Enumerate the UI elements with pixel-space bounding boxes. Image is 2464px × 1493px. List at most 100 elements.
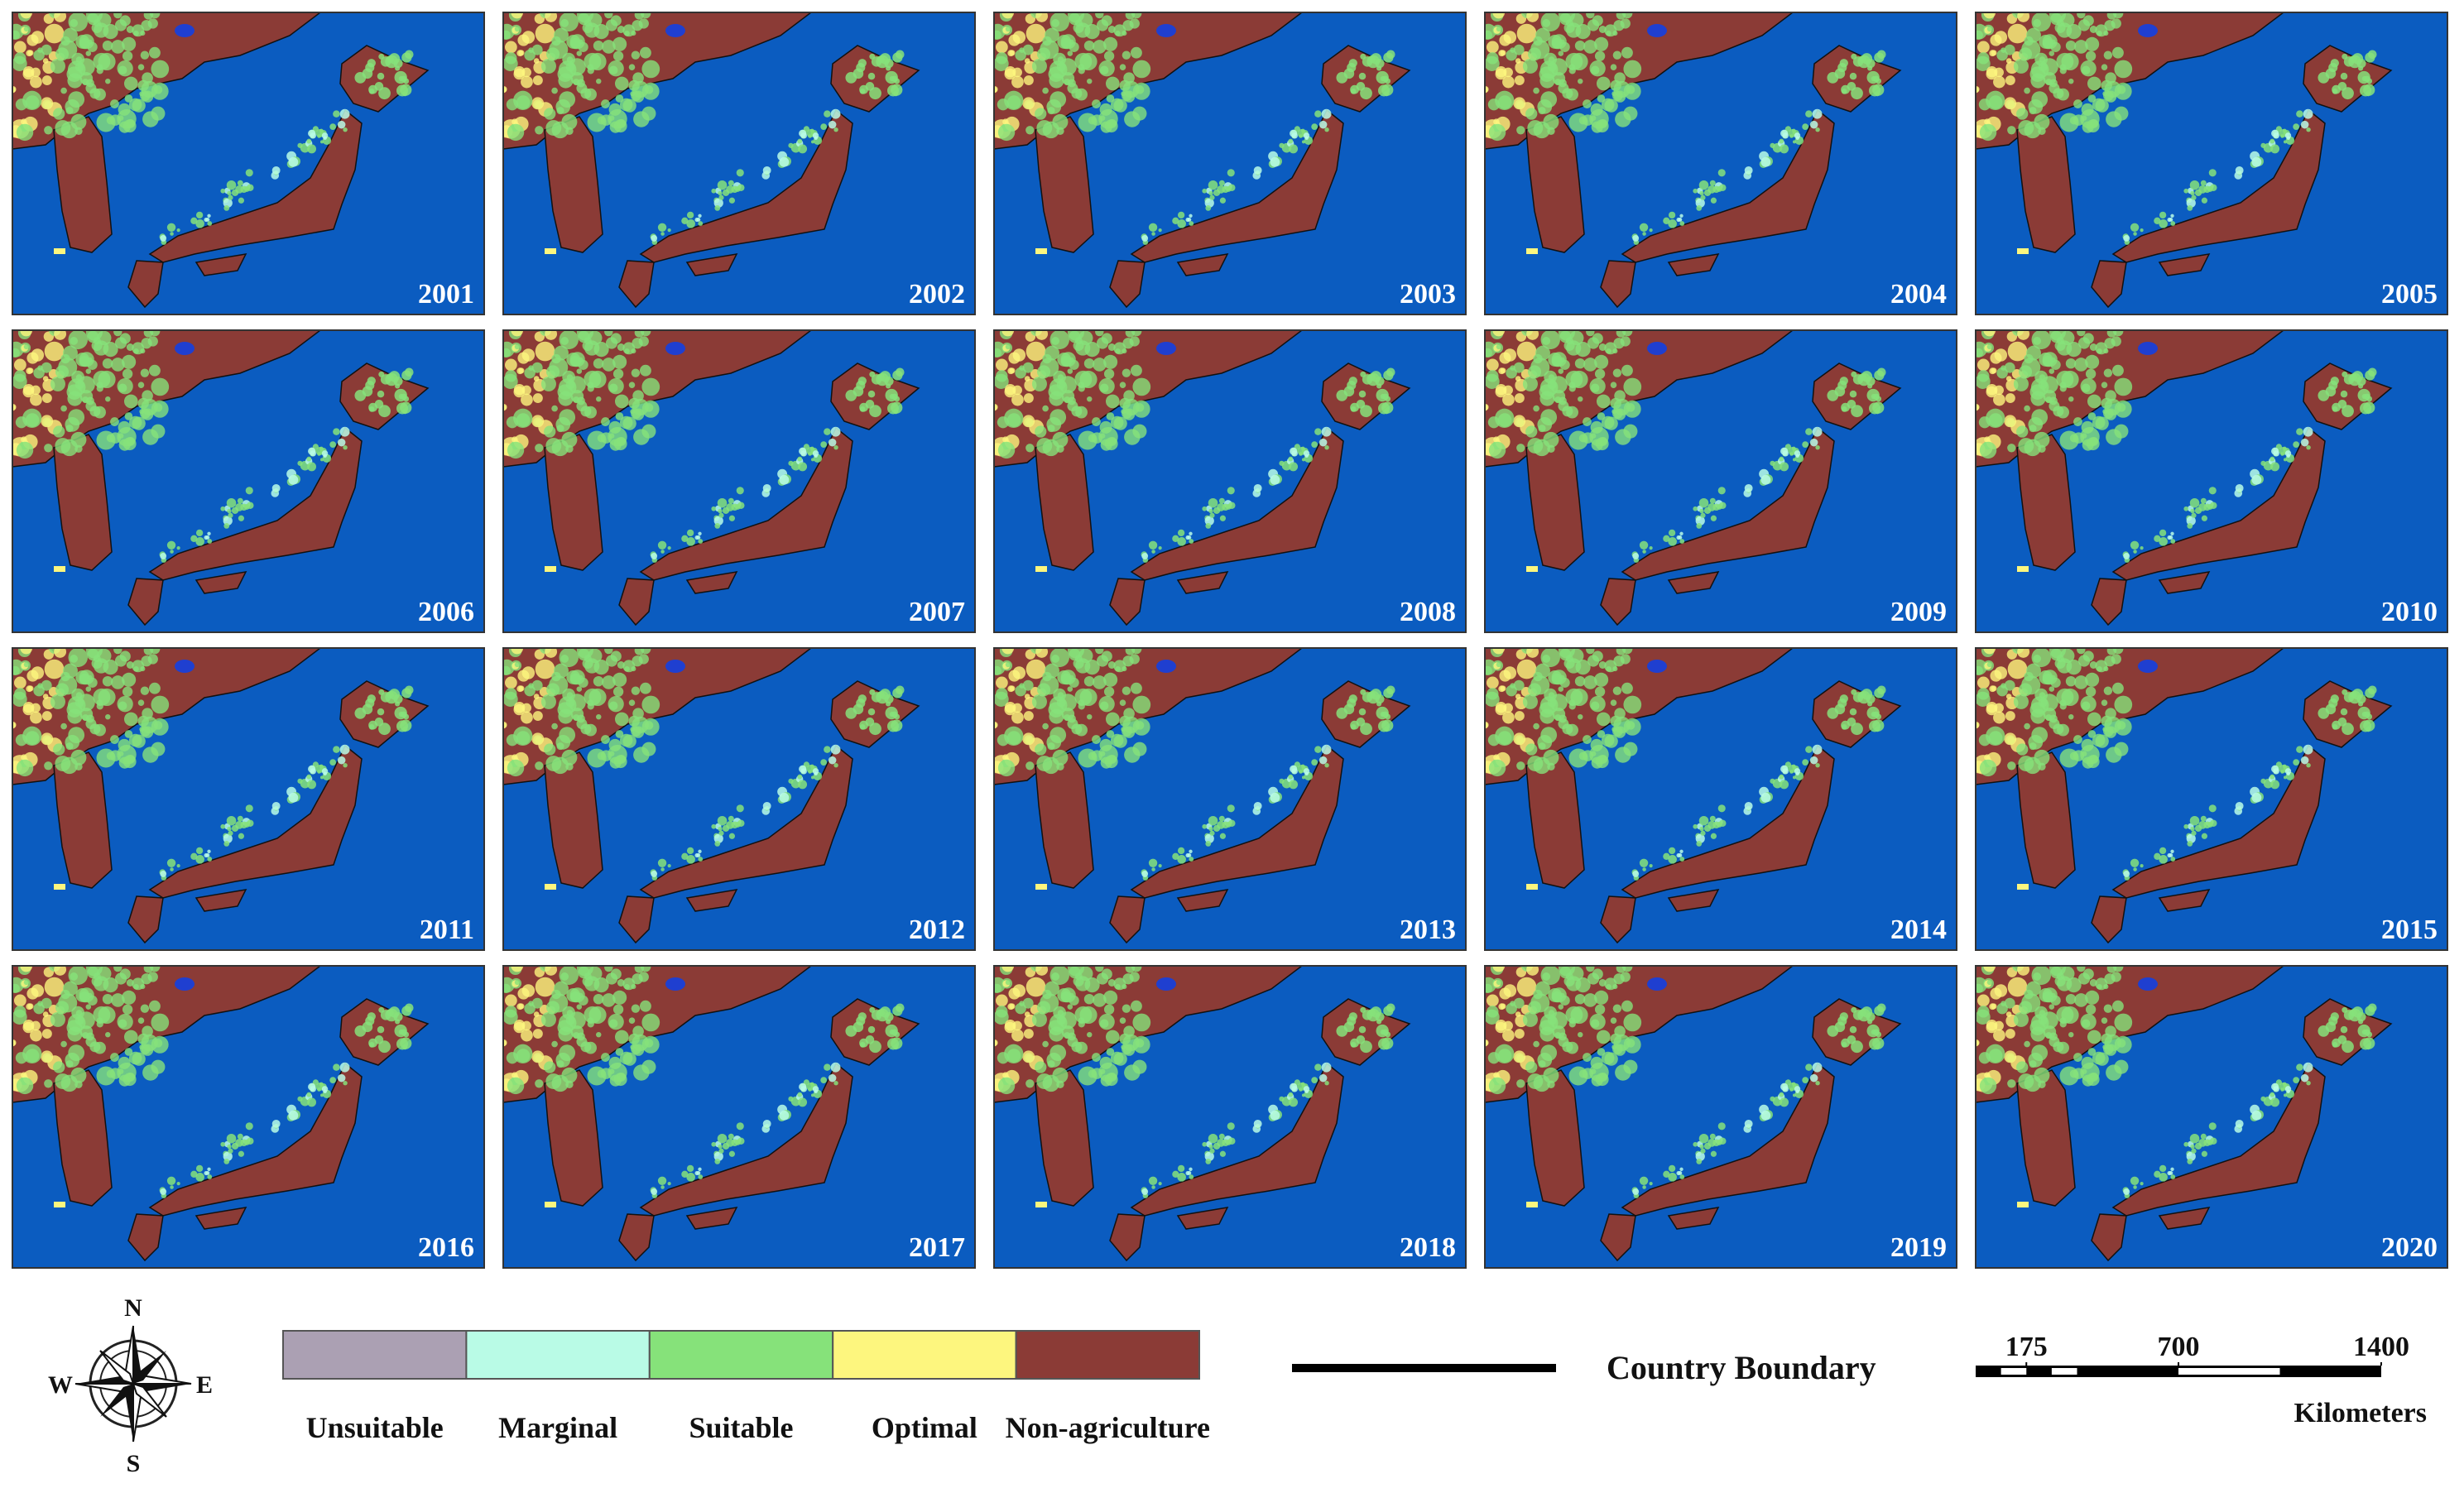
map-panel: 2009 — [1484, 329, 1957, 633]
panel-border — [502, 329, 976, 633]
year-label: 2016 — [418, 1232, 474, 1263]
scale-bar-segment — [2000, 1368, 2027, 1375]
map-image — [1485, 966, 1957, 1268]
map-image — [503, 330, 975, 632]
map-panel: 2008 — [993, 329, 1467, 633]
year-label: 2009 — [1890, 597, 1947, 627]
year-label: 2005 — [2381, 279, 2438, 310]
legend: Unsuitable Marginal Suitable Optimal Non-agr… — [282, 1330, 1210, 1444]
map-image — [503, 966, 975, 1268]
compass-north: N — [124, 1294, 142, 1322]
legend-label: Optimal — [872, 1411, 977, 1444]
year-label: 2018 — [1400, 1232, 1456, 1263]
panel-grid: 2001 2002 2003 2004 2005 2006 2007 2008 2009 2010… — [12, 12, 2448, 1269]
panel-border — [1484, 329, 1957, 633]
legend-label: Marginal — [498, 1411, 617, 1444]
map-image — [12, 12, 484, 314]
map-image — [994, 966, 1466, 1268]
map-panel: 2003 — [993, 12, 1467, 315]
year-label: 2017 — [909, 1232, 965, 1263]
year-label: 2001 — [418, 279, 474, 310]
map-panel: 2001 — [12, 12, 485, 315]
panel-border — [993, 647, 1467, 951]
legend-swatch — [648, 1330, 834, 1380]
map-panel: 2005 — [1975, 12, 2448, 315]
map-panel: 2004 — [1484, 12, 1957, 315]
scale-bar: 175 700 1400 Kilometers — [1976, 1332, 2427, 1428]
year-label: 2008 — [1400, 597, 1456, 627]
panel-border — [1975, 12, 2448, 315]
map-image — [1485, 12, 1957, 314]
map-panel: 2016 — [12, 965, 485, 1269]
panel-border — [1975, 965, 2448, 1269]
legend-label: Suitable — [689, 1411, 793, 1444]
panel-border — [993, 965, 1467, 1269]
legend-swatch — [1015, 1330, 1200, 1380]
year-label: 2004 — [1890, 279, 1947, 310]
scale-tick-label: 700 — [2158, 1332, 2200, 1362]
map-image — [994, 330, 1466, 632]
year-label: 2007 — [909, 597, 965, 627]
year-label: 2014 — [1890, 915, 1947, 945]
panel-border — [993, 329, 1467, 633]
map-panel: 2011 — [12, 647, 485, 951]
scale-unit: Kilometers — [2294, 1398, 2428, 1428]
legend-label: Non-agriculture — [1006, 1411, 1210, 1444]
map-panel: 2017 — [502, 965, 976, 1269]
panel-border — [1975, 329, 2448, 633]
map-image — [994, 648, 1466, 950]
map-panel: 2006 — [12, 329, 485, 633]
panel-border — [1484, 12, 1957, 315]
panel-border — [502, 965, 976, 1269]
panel-border — [1484, 965, 1957, 1269]
map-image — [1485, 648, 1957, 950]
panel-border — [1484, 647, 1957, 951]
map-image — [1976, 966, 2447, 1268]
map-image — [12, 648, 484, 950]
map-image — [1976, 330, 2447, 632]
compass-west: W — [48, 1371, 73, 1399]
legend-swatch — [465, 1330, 651, 1380]
map-image — [994, 12, 1466, 314]
map-panel: 2019 — [1484, 965, 1957, 1269]
compass-east: E — [196, 1371, 213, 1399]
boundary-label: Country Boundary — [1607, 1349, 1876, 1386]
panel-border — [12, 965, 485, 1269]
panel-border — [12, 12, 485, 315]
scale-tick-label: 175 — [2005, 1332, 2048, 1362]
legend-label: Unsuitable — [306, 1411, 444, 1444]
panel-border — [1975, 647, 2448, 951]
map-image — [503, 12, 975, 314]
map-panel: 2002 — [502, 12, 976, 315]
map-panel: 2014 — [1484, 647, 1957, 951]
panel-border — [993, 12, 1467, 315]
compass-south: S — [127, 1450, 141, 1477]
map-image — [1485, 330, 1957, 632]
year-label: 2020 — [2381, 1232, 2438, 1263]
year-label: 2013 — [1400, 915, 1456, 945]
panel-border — [12, 329, 485, 633]
legend-swatch — [832, 1330, 1017, 1380]
year-label: 2010 — [2381, 597, 2438, 627]
scale-bar-segment — [2178, 1368, 2280, 1375]
map-panel: 2013 — [993, 647, 1467, 951]
map-panel: 2007 — [502, 329, 976, 633]
scale-bar-segment — [2051, 1368, 2077, 1375]
year-label: 2012 — [909, 915, 965, 945]
year-label: 2003 — [1400, 279, 1456, 310]
map-image — [12, 330, 484, 632]
panel-border — [12, 647, 485, 951]
year-label: 2006 — [418, 597, 474, 627]
legend-swatch — [282, 1330, 468, 1380]
year-label: 2011 — [420, 915, 474, 945]
year-label: 2015 — [2381, 915, 2438, 945]
map-image — [1976, 12, 2447, 314]
map-panel: 2018 — [993, 965, 1467, 1269]
panel-border — [502, 647, 976, 951]
map-panel: 2010 — [1975, 329, 2448, 633]
map-image — [503, 648, 975, 950]
compass: N S E W — [48, 1294, 213, 1477]
year-label: 2019 — [1890, 1232, 1947, 1263]
map-image — [12, 966, 484, 1268]
